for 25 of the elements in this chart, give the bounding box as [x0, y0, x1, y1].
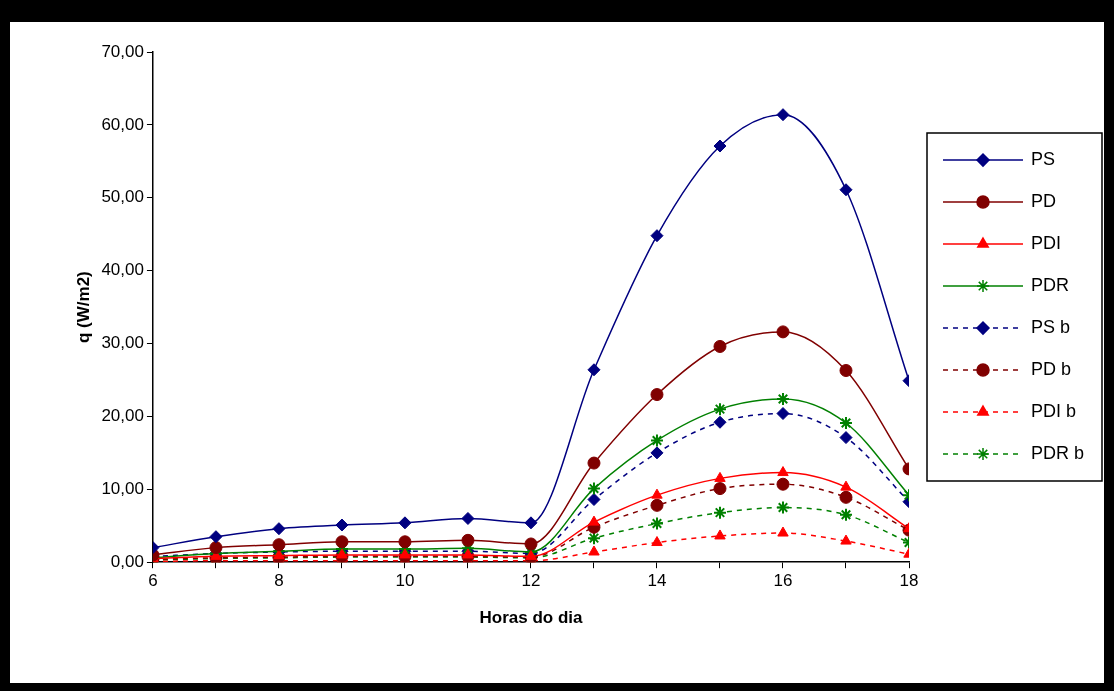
- x-axis-title: Horas do dia: [479, 608, 583, 628]
- legend-label: PD: [1031, 191, 1057, 212]
- x-tick-label: 14: [647, 571, 667, 591]
- y-axis-title: q (W/m2): [73, 271, 93, 343]
- y-tick-label: 20,00: [101, 406, 144, 426]
- legend-label: PD b: [1031, 359, 1072, 380]
- legend-label: PDI b: [1031, 401, 1077, 422]
- y-tick-label: 60,00: [101, 114, 144, 134]
- y-tick-label: 30,00: [101, 333, 144, 353]
- y-tick-label: 50,00: [101, 187, 144, 207]
- x-tick-label: 12: [521, 571, 541, 591]
- legend-label: PDR: [1031, 275, 1070, 296]
- y-tick-label: 70,00: [101, 41, 144, 61]
- y-tick-label: 10,00: [101, 479, 144, 498]
- x-tick-label: 6: [148, 571, 158, 591]
- x-tick-label: 16: [773, 571, 793, 591]
- legend-label: PS b: [1031, 317, 1071, 338]
- x-tick-label: 18: [899, 571, 919, 591]
- legend-label: PDR b: [1031, 443, 1085, 464]
- legend-label: PDI: [1031, 233, 1062, 254]
- x-tick-label: 8: [274, 571, 284, 591]
- x-tick-label: 10: [395, 571, 415, 591]
- y-tick-label: 0,00: [110, 551, 144, 571]
- y-tick-label: 40,00: [101, 260, 144, 280]
- legend-label: PS: [1031, 149, 1056, 170]
